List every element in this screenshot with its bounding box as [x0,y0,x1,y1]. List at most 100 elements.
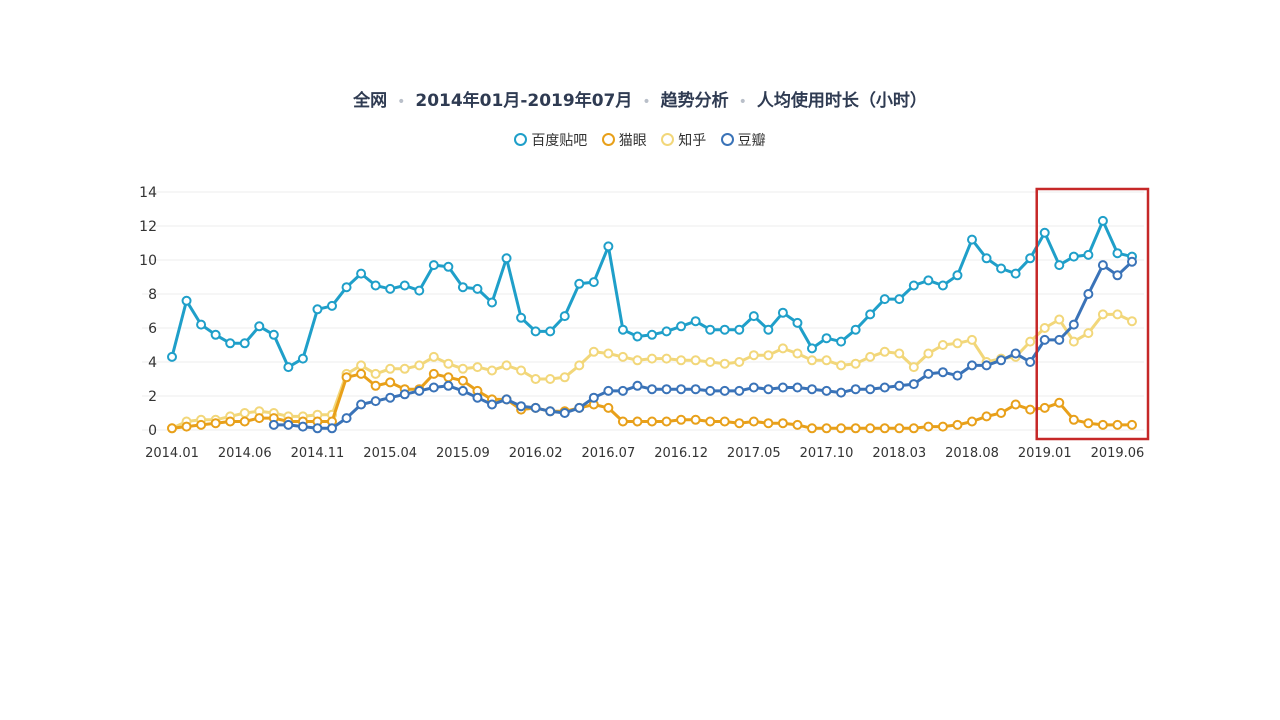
data-point [443,358,454,369]
y-tick-label: 14 [139,185,157,201]
legend-label: 知乎 [678,133,707,149]
data-point [632,331,643,342]
data-point [1054,397,1065,408]
data-point [792,348,803,359]
data-point [676,321,687,332]
legend-label: 猫眼 [618,133,647,149]
data-point [748,416,759,427]
data-point [545,406,556,417]
data-point [836,360,847,371]
data-point [792,317,803,328]
data-point [1097,260,1108,271]
data-point [1039,334,1050,345]
data-point [937,340,948,350]
data-point [239,416,250,427]
data-point [370,280,381,291]
data-point [632,380,643,391]
data-point [341,372,352,383]
data-point [923,368,934,379]
data-point [414,285,425,296]
data-point [167,351,177,362]
data-point [225,338,236,349]
x-tick-label: 2017.05 [727,446,781,461]
legend-marker-icon [514,133,528,146]
data-point [734,418,745,429]
data-point [457,363,468,374]
data-point [370,396,381,407]
data-point [385,363,396,374]
title-separator: • [738,94,747,110]
data-point [1097,309,1108,320]
data-point [297,353,308,364]
data-point [908,423,919,434]
data-point [748,350,759,361]
data-point [501,253,512,264]
data-point [312,304,323,315]
data-point [967,334,977,345]
data-point [763,350,774,361]
data-point [836,423,847,434]
data-point [603,348,614,359]
data-point [588,277,599,288]
data-point [894,348,905,359]
data-point [807,355,817,366]
data-point [894,423,905,434]
data-point [850,423,861,434]
data-point [748,311,759,322]
data-point [719,385,730,396]
data-point [239,408,250,418]
data-point [937,280,948,291]
data-point [254,321,265,332]
legend-item-zhihu[interactable]: 知乎 [661,130,706,150]
data-point [254,413,265,424]
data-point [719,416,730,427]
data-point [196,419,207,430]
data-point [690,316,701,327]
x-tick-label: 2014.01 [145,446,199,461]
data-point [617,324,628,335]
data-point [617,416,628,427]
data-point [1039,402,1050,413]
data-point [472,362,483,373]
data-point [719,324,730,335]
data-point [807,343,817,354]
data-point [923,275,934,286]
data-point [865,384,876,395]
data-point [836,336,847,347]
data-point [225,416,236,427]
data-point [705,324,716,335]
x-tick-label: 2016.12 [654,446,708,461]
data-point [705,357,716,367]
data-point [428,382,439,393]
data-point [850,384,861,395]
data-point [617,385,628,396]
data-point [850,324,861,335]
data-point [487,399,497,410]
data-point [545,374,556,384]
data-point [996,263,1007,274]
data-point [967,360,977,371]
data-point [210,418,221,429]
data-point [777,307,788,318]
data-point [588,346,599,357]
data-point [996,408,1007,418]
data-point [283,419,294,430]
legend-item-douban[interactable]: 豆瓣 [720,130,766,150]
x-tick-label: 2015.09 [436,446,490,461]
data-point [879,346,890,357]
data-point [1054,314,1065,325]
data-point [792,382,803,393]
x-tick-label: 2015.04 [363,446,417,461]
x-tick-label: 2018.08 [945,446,999,461]
data-point [356,368,367,379]
data-point [632,355,643,366]
data-point [268,419,279,430]
legend-item-tieba[interactable]: 百度贴吧 [514,130,587,150]
data-point [312,423,323,434]
data-point [734,357,745,367]
data-point [807,423,817,434]
data-point [167,423,177,434]
data-point [457,282,468,293]
legend-item-maoyan[interactable]: 猫眼 [601,130,647,150]
data-point [952,370,963,381]
